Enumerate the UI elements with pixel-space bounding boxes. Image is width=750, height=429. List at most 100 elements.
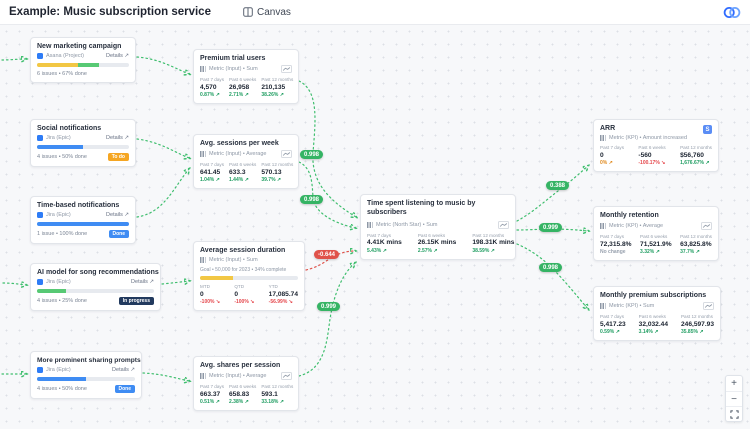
stat-change: 0.87% ↗ bbox=[200, 92, 220, 98]
stat-label: Past 7 days bbox=[200, 77, 225, 82]
status-badge: To do bbox=[107, 153, 129, 161]
stat-change: 0% ↗ bbox=[600, 160, 613, 166]
stat-value: 0 bbox=[234, 290, 238, 298]
metric-type-icon bbox=[600, 223, 606, 229]
project-source: Jira (Epic) bbox=[46, 135, 71, 141]
project-source: Jira (Epic) bbox=[46, 279, 71, 285]
stat-label: Past 6 weeks bbox=[640, 234, 668, 239]
line-chart-icon[interactable] bbox=[281, 372, 292, 380]
metric-meta: Metric (Input) • Average bbox=[209, 151, 267, 157]
stat-label: Past 6 weeks bbox=[417, 232, 446, 238]
stat-value: 663.37 bbox=[200, 390, 221, 398]
stat-value: -560 bbox=[638, 151, 652, 159]
details-link[interactable]: Details ↗ bbox=[106, 53, 129, 59]
stat-value: 641.45 bbox=[200, 168, 221, 176]
project-title: Social notifications bbox=[37, 125, 102, 132]
fullscreen-button[interactable] bbox=[726, 406, 742, 421]
project-card-new-marketing-campaign[interactable]: New marketing campaign Asana (Project) D… bbox=[30, 37, 136, 83]
metric-title: Time spent listening to music by subscri… bbox=[367, 200, 476, 216]
tab-canvas[interactable]: Canvas bbox=[243, 7, 291, 18]
stat-label: Past 12 months bbox=[261, 384, 294, 389]
correlation-badge[interactable]: 0.998 bbox=[539, 263, 563, 272]
metric-type-icon bbox=[600, 135, 606, 141]
stat-label: Past 6 weeks bbox=[229, 384, 257, 389]
stat-value: $56,760 bbox=[680, 151, 704, 159]
metric-card-time-spent-listening[interactable]: Time spent listening to music by subscri… bbox=[360, 194, 516, 260]
stat-label: Past 12 months bbox=[680, 145, 712, 150]
stat-value: 198.31K mins bbox=[472, 239, 515, 246]
stat-label: Past 7 days bbox=[600, 234, 625, 239]
correlation-badge[interactable]: 0.999 bbox=[539, 223, 563, 232]
project-card-ai-model[interactable]: AI model for song recommendations Jira (… bbox=[30, 263, 161, 311]
metric-meta: Metric (Input) • Sum bbox=[209, 66, 258, 72]
metric-card-average-session-duration[interactable]: Average session duration Metric (Input) … bbox=[193, 241, 305, 311]
page-title: Example: Music subscription service bbox=[9, 6, 211, 18]
status-badge: Done bbox=[108, 230, 129, 238]
project-card-time-based-notifications[interactable]: Time-based notifications Jira (Epic) Det… bbox=[30, 196, 136, 244]
line-chart-icon[interactable] bbox=[281, 65, 292, 73]
details-link[interactable]: Details ↗ bbox=[106, 135, 129, 141]
project-title: More prominent sharing prompts bbox=[37, 357, 141, 364]
stat-change: 1,676.67% ↗ bbox=[680, 160, 710, 166]
metric-type-icon bbox=[200, 66, 206, 72]
stat-label: Past 12 months bbox=[261, 162, 294, 167]
stat-value: 4.41K mins bbox=[367, 239, 402, 246]
doubleloop-logo[interactable] bbox=[723, 6, 741, 19]
zoom-out-button[interactable]: − bbox=[726, 391, 742, 406]
metric-title: Monthly retention bbox=[600, 212, 659, 219]
metric-type-icon bbox=[200, 373, 206, 379]
stat-value: 633.3 bbox=[229, 168, 246, 176]
stat-change: No change bbox=[600, 249, 626, 255]
stat-change: 39.7% ↗ bbox=[261, 177, 282, 183]
project-card-social-notifications[interactable]: Social notifications Jira (Epic) Details… bbox=[30, 119, 136, 167]
stat-change: 3.14% ↗ bbox=[638, 329, 659, 335]
correlation-badge[interactable]: 0.998 bbox=[300, 150, 324, 159]
correlation-badge[interactable]: -0.644 bbox=[314, 250, 340, 259]
metric-card-arr[interactable]: ARR S Metric (KPI) • Amount increased Pa… bbox=[593, 119, 719, 172]
stat-change: 2.71% ↗ bbox=[229, 92, 249, 98]
metric-meta: Metric (North Star) • Sum bbox=[376, 221, 438, 228]
stat-label: MTD bbox=[200, 284, 210, 289]
project-summary: 4 issues • 25% done bbox=[37, 298, 87, 304]
metric-type-icon bbox=[200, 257, 206, 263]
goal-progress-bar bbox=[200, 276, 298, 280]
details-link[interactable]: Details ↗ bbox=[106, 212, 129, 218]
stat-label: Past 7 days bbox=[200, 384, 225, 389]
stat-value: 17,085.74 bbox=[268, 290, 298, 298]
canvas-area[interactable]: New marketing campaign Asana (Project) D… bbox=[0, 25, 750, 429]
stat-value: 26,958 bbox=[229, 83, 250, 91]
metric-title: ARR bbox=[600, 125, 616, 132]
project-card-sharing-prompts[interactable]: More prominent sharing prompts Jira (Epi… bbox=[30, 351, 142, 399]
project-title: New marketing campaign bbox=[37, 43, 122, 50]
stat-label: Past 12 months bbox=[680, 234, 712, 239]
metric-card-premium-trial-users[interactable]: Premium trial users Metric (Input) • Sum… bbox=[193, 49, 299, 104]
project-title: AI model for song recommendations bbox=[37, 269, 159, 276]
metric-card-avg-shares-per-session[interactable]: Avg. shares per session Metric (Input) •… bbox=[193, 356, 299, 411]
correlation-badge[interactable]: 0.999 bbox=[317, 302, 341, 311]
line-chart-icon[interactable] bbox=[498, 220, 509, 229]
metric-meta: Metric (Input) • Sum bbox=[209, 257, 258, 263]
stat-change: -100.17% ↘ bbox=[638, 160, 666, 166]
progress-bar bbox=[37, 377, 135, 381]
stat-change: 1.44% ↗ bbox=[229, 177, 249, 183]
metric-title: Monthly premium subscriptions bbox=[600, 292, 707, 299]
correlation-badge[interactable]: 0.998 bbox=[300, 195, 324, 204]
line-chart-icon[interactable] bbox=[703, 302, 714, 310]
metric-meta: Metric (Input) • Average bbox=[209, 373, 267, 379]
stat-label: Past 7 days bbox=[367, 232, 392, 238]
metric-card-avg-sessions-per-week[interactable]: Avg. sessions per week Metric (Input) • … bbox=[193, 134, 299, 189]
metric-card-monthly-premium-subscriptions[interactable]: Monthly premium subscriptions Metric (KP… bbox=[593, 286, 721, 341]
line-chart-icon[interactable] bbox=[281, 150, 292, 158]
status-badge: In progress bbox=[118, 297, 154, 305]
metric-type-icon bbox=[600, 303, 606, 309]
details-link[interactable]: Details ↗ bbox=[112, 367, 135, 373]
progress-bar bbox=[37, 222, 129, 226]
metric-card-monthly-retention[interactable]: Monthly retention Metric (KPI) • Average… bbox=[593, 206, 719, 261]
details-link[interactable]: Details ↗ bbox=[131, 279, 154, 285]
zoom-in-button[interactable]: + bbox=[731, 378, 737, 389]
correlation-badge[interactable]: 0.388 bbox=[546, 181, 570, 190]
line-chart-icon[interactable] bbox=[701, 222, 712, 230]
stat-change: -56.99% ↘ bbox=[268, 299, 293, 305]
jira-icon bbox=[37, 135, 43, 141]
